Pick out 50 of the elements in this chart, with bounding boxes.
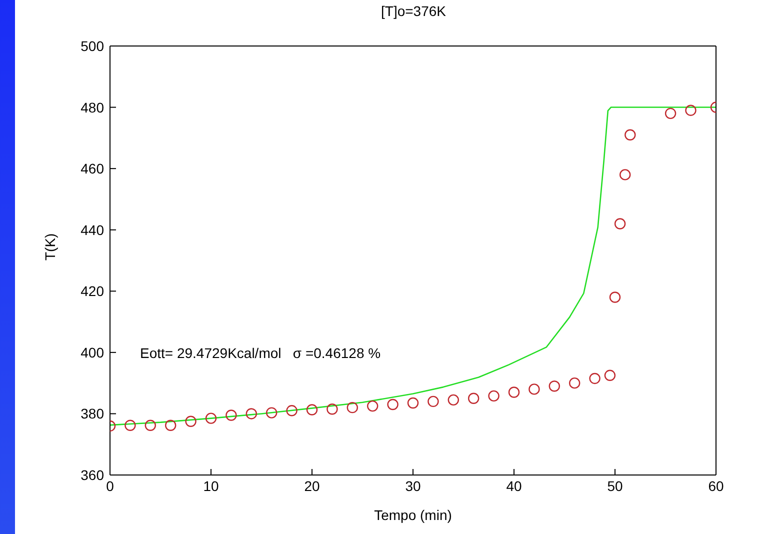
x-tick-label: 10 [203, 478, 219, 494]
y-tick-label: 460 [80, 160, 104, 177]
point [528, 384, 540, 395]
point [589, 372, 600, 384]
x-tick-label: 60 [708, 478, 724, 494]
point [407, 397, 419, 409]
x-tick-label: 20 [304, 478, 320, 494]
y-tick-label: 480 [80, 99, 104, 116]
chart-title: [T]o=376K [380, 3, 447, 19]
point [614, 218, 626, 230]
x-tick-label: 40 [506, 478, 522, 494]
y-tick-label: 440 [80, 222, 104, 238]
annotation: Eott= 29.4729Kcal/mol σ =0.46128 % [140, 345, 381, 361]
point [468, 392, 480, 404]
point [266, 407, 278, 418]
point [226, 410, 237, 421]
point [367, 400, 378, 412]
y-tick-label: 420 [80, 283, 104, 300]
point [604, 370, 616, 382]
point [620, 169, 631, 180]
point [488, 390, 500, 402]
point [246, 408, 257, 420]
x-tick-label: 0 [106, 478, 114, 494]
point [346, 402, 358, 414]
y-tick-label: 500 [80, 38, 104, 54]
point [508, 386, 520, 398]
point [569, 377, 580, 389]
point [428, 396, 439, 408]
point [306, 404, 318, 416]
x-axis-title: Tempo (min) [374, 507, 452, 523]
point [205, 412, 217, 424]
point [165, 420, 176, 431]
y-axis-title: T(K) [42, 233, 58, 260]
point [624, 129, 636, 140]
point [387, 398, 398, 410]
x-tick-label: 30 [405, 478, 421, 494]
point [286, 405, 298, 416]
point [326, 404, 338, 415]
point [144, 420, 156, 431]
point [185, 416, 196, 427]
point [685, 104, 696, 116]
point [548, 380, 560, 392]
point [124, 420, 136, 431]
x-tick-label: 50 [607, 478, 623, 494]
y-tick-label: 400 [80, 344, 104, 360]
point [609, 292, 621, 303]
point [448, 394, 459, 406]
y-tick-label: 360 [80, 466, 104, 483]
point [664, 108, 676, 120]
y-tick-label: 380 [80, 406, 104, 422]
